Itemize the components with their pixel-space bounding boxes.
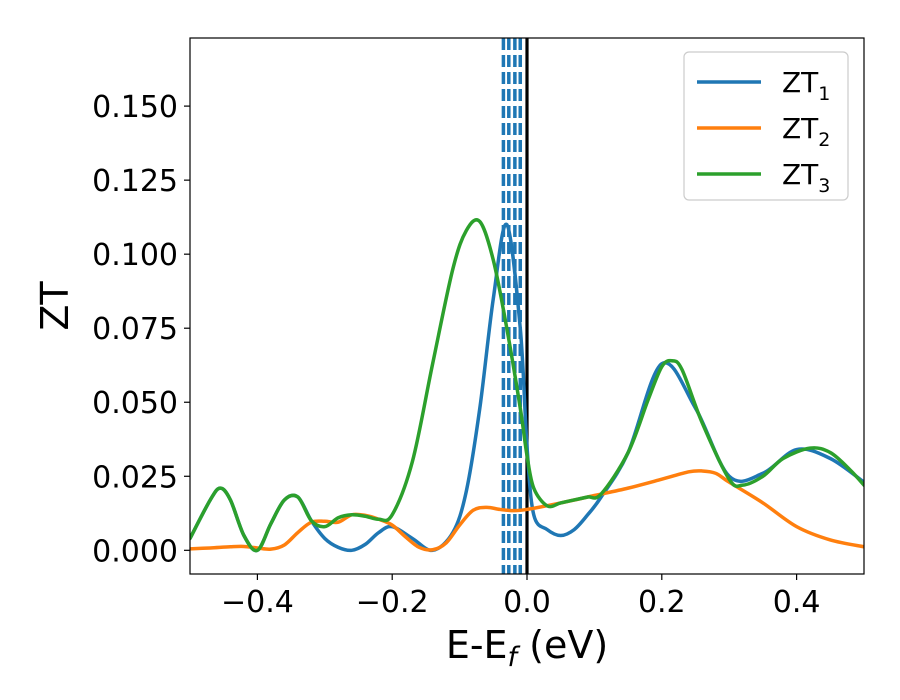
x-tick-label: 0.0 [503,585,551,620]
y-axis-ticks: 0.000 0.025 0.050 0.075 0.100 0.125 0.150 [92,90,190,569]
legend-label-zt3: ZT3 [782,158,830,197]
legend-box [683,51,849,201]
reference-lines [501,38,529,574]
y-tick-label: 0.125 [92,164,178,199]
y-tick-label: 0.050 [92,386,178,421]
x-tick-label: −0.4 [221,585,294,620]
y-tick-label: 0.075 [92,312,178,347]
y-tick-label: 0.150 [92,90,178,125]
x-axis-ticks: −0.4 −0.2 0.0 0.2 0.4 [221,574,820,620]
legend-label-zt2: ZT2 [782,112,830,151]
y-tick-label: 0.025 [92,460,178,495]
series-line-zt3 [190,218,864,553]
legend-label-zt1: ZT1 [782,66,830,105]
y-axis-label: ZT [33,281,77,331]
series-lines [190,218,864,553]
y-tick-label: 0.000 [92,534,178,569]
x-tick-label: 0.4 [773,585,821,620]
series-line-zt2 [190,469,864,552]
x-tick-label: −0.2 [356,585,429,620]
legend: ZT1 ZT2 ZT3 [683,51,849,201]
x-tick-label: 0.2 [638,585,686,620]
x-axis-label: E-Ef (eV) [446,623,608,673]
y-tick-label: 0.100 [92,238,178,273]
